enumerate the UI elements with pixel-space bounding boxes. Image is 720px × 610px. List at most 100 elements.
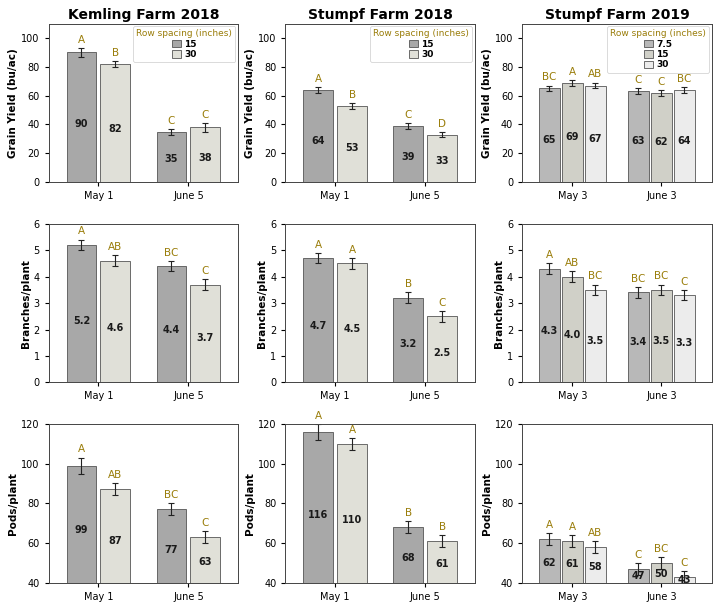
Text: A: A: [546, 520, 553, 530]
Legend: 15, 30: 15, 30: [370, 26, 472, 62]
Y-axis label: Branches/plant: Branches/plant: [21, 259, 30, 348]
Text: C: C: [658, 77, 665, 87]
Text: C: C: [168, 116, 175, 126]
Bar: [190, 127, 220, 182]
Text: BC: BC: [542, 73, 557, 82]
Bar: [100, 489, 130, 583]
Bar: [562, 82, 582, 182]
Bar: [585, 290, 606, 382]
Bar: [66, 245, 96, 382]
Text: 87: 87: [109, 536, 122, 546]
Text: C: C: [680, 558, 688, 567]
Bar: [156, 132, 186, 182]
Text: 4.7: 4.7: [310, 321, 327, 331]
Text: BC: BC: [164, 490, 179, 500]
Bar: [675, 90, 695, 182]
Text: A: A: [78, 35, 85, 45]
Text: 4.5: 4.5: [343, 324, 361, 334]
Bar: [427, 541, 457, 583]
Bar: [652, 290, 672, 382]
Text: 53: 53: [346, 143, 359, 152]
Y-axis label: Grain Yield (bu/ac): Grain Yield (bu/ac): [246, 48, 255, 158]
Bar: [190, 284, 220, 382]
Text: 61: 61: [566, 559, 579, 569]
Text: AB: AB: [588, 528, 603, 538]
Text: 50: 50: [654, 569, 668, 579]
Text: 4.3: 4.3: [541, 326, 558, 336]
Bar: [652, 93, 672, 182]
Bar: [393, 126, 423, 182]
Bar: [66, 52, 96, 182]
Text: A: A: [78, 226, 85, 237]
Text: BC: BC: [654, 271, 669, 281]
Bar: [303, 258, 333, 382]
Bar: [337, 106, 367, 182]
Text: BC: BC: [631, 274, 646, 284]
Bar: [337, 443, 367, 583]
Text: 43: 43: [678, 575, 691, 585]
Bar: [539, 88, 559, 182]
Text: A: A: [315, 411, 322, 421]
Text: 39: 39: [402, 152, 415, 162]
Text: AB: AB: [565, 258, 580, 268]
Bar: [66, 465, 96, 583]
Text: 3.5: 3.5: [587, 336, 604, 346]
Text: 65: 65: [543, 135, 556, 145]
Text: A: A: [546, 250, 553, 260]
Text: BC: BC: [678, 74, 692, 84]
Text: C: C: [635, 550, 642, 559]
Bar: [629, 292, 649, 382]
Title: Stumpf Farm 2018: Stumpf Farm 2018: [307, 9, 453, 23]
Bar: [427, 317, 457, 382]
Text: A: A: [348, 425, 356, 435]
Text: 110: 110: [342, 515, 362, 525]
Text: 47: 47: [631, 572, 645, 581]
Text: 64: 64: [678, 135, 691, 146]
Text: 33: 33: [436, 156, 449, 166]
Text: 63: 63: [199, 557, 212, 567]
Text: B: B: [405, 508, 412, 518]
Text: 3.2: 3.2: [400, 339, 417, 350]
Bar: [562, 276, 582, 382]
Text: 77: 77: [165, 545, 178, 554]
Bar: [303, 432, 333, 583]
Text: AB: AB: [108, 470, 122, 480]
Bar: [427, 135, 457, 182]
Y-axis label: Branches/plant: Branches/plant: [257, 259, 267, 348]
Text: A: A: [569, 66, 576, 77]
Text: A: A: [348, 245, 356, 255]
Text: 61: 61: [436, 559, 449, 569]
Bar: [393, 298, 423, 382]
Text: C: C: [405, 110, 412, 120]
Bar: [652, 563, 672, 583]
Text: 62: 62: [654, 137, 668, 147]
Y-axis label: Pods/plant: Pods/plant: [9, 472, 18, 535]
Text: 3.5: 3.5: [653, 336, 670, 346]
Bar: [393, 527, 423, 583]
Text: 64: 64: [312, 135, 325, 146]
Text: 38: 38: [199, 152, 212, 162]
Text: 99: 99: [75, 525, 89, 535]
Bar: [629, 569, 649, 583]
Text: 3.7: 3.7: [197, 334, 214, 343]
Bar: [100, 260, 130, 382]
Text: A: A: [315, 240, 322, 249]
Legend: 7.5, 15, 30: 7.5, 15, 30: [607, 26, 709, 73]
Text: C: C: [438, 298, 446, 308]
Bar: [539, 268, 559, 382]
Text: 3.3: 3.3: [676, 338, 693, 348]
Text: 63: 63: [631, 136, 645, 146]
Text: 4.0: 4.0: [564, 330, 581, 340]
Y-axis label: Grain Yield (bu/ac): Grain Yield (bu/ac): [482, 48, 492, 158]
Bar: [629, 92, 649, 182]
Text: C: C: [202, 110, 209, 120]
Bar: [539, 539, 559, 583]
Text: B: B: [438, 522, 446, 532]
Text: 5.2: 5.2: [73, 315, 90, 326]
Bar: [303, 90, 333, 182]
Y-axis label: Pods/plant: Pods/plant: [245, 472, 255, 535]
Text: C: C: [202, 518, 209, 528]
Y-axis label: Pods/plant: Pods/plant: [482, 472, 492, 535]
Text: 4.4: 4.4: [163, 325, 180, 335]
Bar: [675, 295, 695, 382]
